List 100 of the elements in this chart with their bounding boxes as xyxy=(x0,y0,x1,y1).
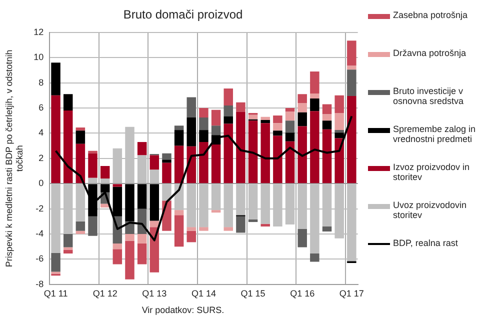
bar xyxy=(162,160,172,163)
y-axis-title: Prispevki k medletni rasti BDP po četrletjih, v odstotnih točkah xyxy=(4,50,25,268)
bar xyxy=(174,126,184,130)
bar xyxy=(112,184,122,187)
legend-label: Zasebna potrošnja xyxy=(393,10,468,20)
bar xyxy=(76,130,86,144)
bar xyxy=(211,144,221,184)
bar xyxy=(112,243,122,250)
bar xyxy=(112,249,122,264)
bar xyxy=(162,153,172,160)
chart-title: Bruto domači proizvod xyxy=(123,8,243,22)
bar xyxy=(285,108,295,112)
bar xyxy=(285,132,295,142)
bar xyxy=(347,66,356,70)
bar xyxy=(285,141,295,184)
y-tick-label: -8 xyxy=(36,278,44,289)
bar xyxy=(174,210,184,216)
bar xyxy=(236,102,246,112)
bar xyxy=(310,254,320,262)
y-tick-label: 0 xyxy=(38,178,44,188)
bar xyxy=(334,138,344,184)
bar xyxy=(125,234,134,241)
bar xyxy=(211,110,221,126)
bar xyxy=(162,162,172,184)
bar xyxy=(248,220,258,222)
y-tick-label: 8 xyxy=(38,77,44,88)
bar xyxy=(199,227,208,231)
bar xyxy=(100,166,110,179)
bar xyxy=(76,221,86,231)
legend-label: Bruto investicije v osnovna sredstva xyxy=(393,86,465,106)
bar xyxy=(224,227,233,231)
x-tick-label: Q1 13 xyxy=(142,288,167,298)
bar xyxy=(322,226,332,232)
bar xyxy=(322,104,332,114)
bar xyxy=(199,108,208,118)
bar xyxy=(199,130,208,142)
legend-label: Spremembe zalog in vrednostni predmeti xyxy=(393,124,477,144)
legend-label: Državna potrošnja xyxy=(393,48,466,58)
bar xyxy=(322,114,332,121)
x-tick-label: Q1 15 xyxy=(240,288,266,298)
bar xyxy=(51,62,60,96)
bar xyxy=(76,230,86,234)
bar xyxy=(298,126,307,184)
bar xyxy=(273,130,282,136)
bar xyxy=(322,129,332,184)
bar xyxy=(186,117,196,146)
bar xyxy=(63,94,73,111)
bar xyxy=(186,97,196,118)
bar xyxy=(273,123,282,131)
bar xyxy=(125,184,134,222)
bar xyxy=(334,95,344,114)
bar xyxy=(347,96,356,184)
bar xyxy=(236,112,246,184)
bar xyxy=(248,120,258,184)
bar xyxy=(248,114,258,120)
bar xyxy=(334,130,344,133)
bar xyxy=(100,178,110,184)
y-tick-label: 12 xyxy=(34,26,44,37)
y-tick-label: -4 xyxy=(36,228,44,238)
bar xyxy=(88,178,98,184)
bar xyxy=(347,40,356,66)
bar xyxy=(224,88,233,106)
bar xyxy=(334,113,344,130)
bar xyxy=(273,136,282,184)
bar xyxy=(260,123,270,184)
bar xyxy=(125,240,134,280)
bar xyxy=(88,153,98,178)
bar xyxy=(199,117,208,130)
bar xyxy=(298,94,307,103)
bar xyxy=(298,102,307,112)
bar xyxy=(211,210,221,213)
bar xyxy=(137,243,147,264)
bar xyxy=(137,234,147,244)
bar xyxy=(186,227,196,231)
legend-label: Uvoz proizvodovin storitev xyxy=(393,200,468,220)
bar xyxy=(150,170,160,184)
bar xyxy=(88,216,98,236)
bar xyxy=(298,112,307,126)
bar xyxy=(88,184,98,216)
bar xyxy=(63,234,73,248)
y-tick-label: -6 xyxy=(36,254,44,264)
bar xyxy=(174,146,184,184)
bar xyxy=(310,94,320,99)
bar xyxy=(347,70,356,96)
bar xyxy=(199,142,208,184)
bar xyxy=(322,120,332,130)
y-tick-label: 4 xyxy=(38,128,44,138)
bar xyxy=(298,228,307,248)
bar xyxy=(63,247,73,250)
bar xyxy=(224,124,233,184)
legend-label: Izvoz proizvodov in storitev xyxy=(393,162,471,182)
bar xyxy=(51,95,60,184)
bar xyxy=(112,186,122,216)
bar xyxy=(76,128,86,131)
y-tick-label: 10 xyxy=(34,52,44,62)
bar xyxy=(334,132,344,138)
bar xyxy=(150,155,160,170)
bar xyxy=(137,142,147,156)
bar xyxy=(285,120,295,133)
x-tick-label: Q1 11 xyxy=(44,288,68,298)
